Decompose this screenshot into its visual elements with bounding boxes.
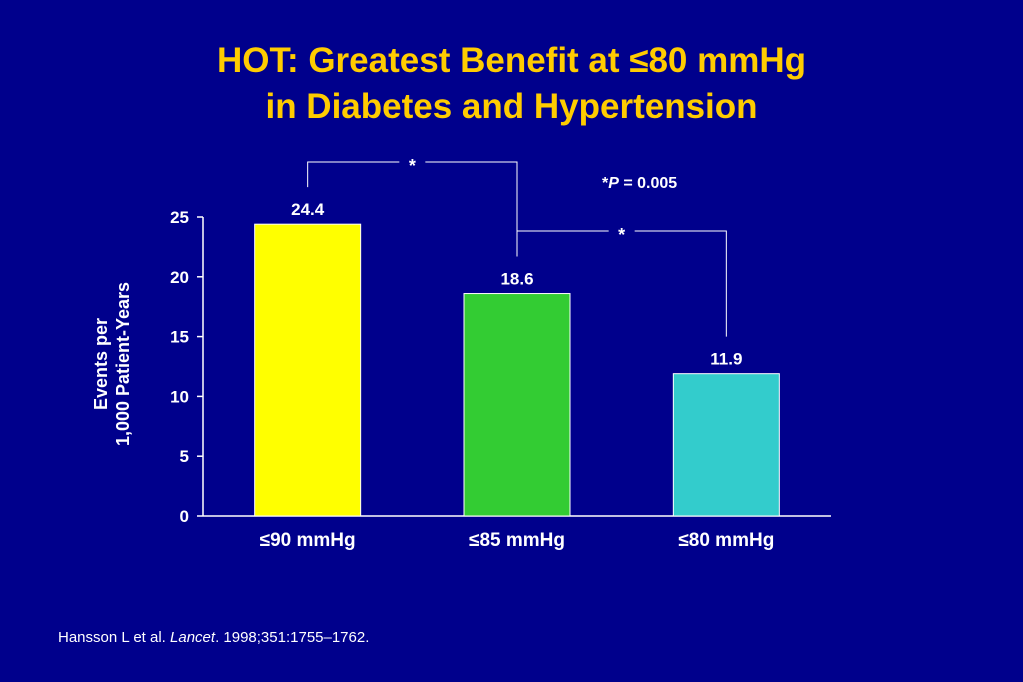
bar-value-label: 18.6 [500,270,533,289]
citation-details: . 1998;351:1755–1762. [215,629,370,646]
significance-bracket-left [307,161,400,188]
slide-title-line-2: in Diabetes and Hypertension [265,87,758,126]
bar-value-label: 24.4 [291,200,325,219]
citation: Hansson L et al. Lancet. 1998;351:1755–1… [58,629,369,646]
y-tick-label: 20 [170,268,189,287]
slide-title: HOT: Greatest Benefit at ≤80 mmHg in Dia… [0,38,1023,130]
p-value-note: *P = 0.005 [602,175,677,193]
x-category-label: ≤90 mmHg [260,530,356,551]
x-category-label: ≤80 mmHg [678,530,774,551]
p-value-asterisk: * [602,175,609,192]
y-tick-label: 5 [180,447,189,466]
citation-authors: Hansson L et al. [58,629,171,646]
y-tick-label: 25 [170,208,189,227]
significance-asterisk: * [409,156,416,176]
p-value-symbol: P [608,175,619,192]
p-value-text: = 0.005 [618,175,678,192]
slide-title-line-1: HOT: Greatest Benefit at ≤80 mmHg [216,41,807,80]
x-category-label: ≤85 mmHg [469,530,565,551]
bar [254,223,362,517]
bar-value-label: 11.9 [710,350,742,369]
significance-asterisk: * [618,225,625,245]
citation-journal: Lancet [170,629,216,646]
y-tick-label: 15 [170,328,189,347]
significance-bracket-left [516,230,609,257]
significance-bracket-right [425,161,518,257]
bar [672,373,780,517]
significance-bracket-right [634,230,727,337]
y-tick-label: 10 [170,387,189,406]
bar [463,293,571,517]
y-tick-label: 0 [180,507,189,526]
